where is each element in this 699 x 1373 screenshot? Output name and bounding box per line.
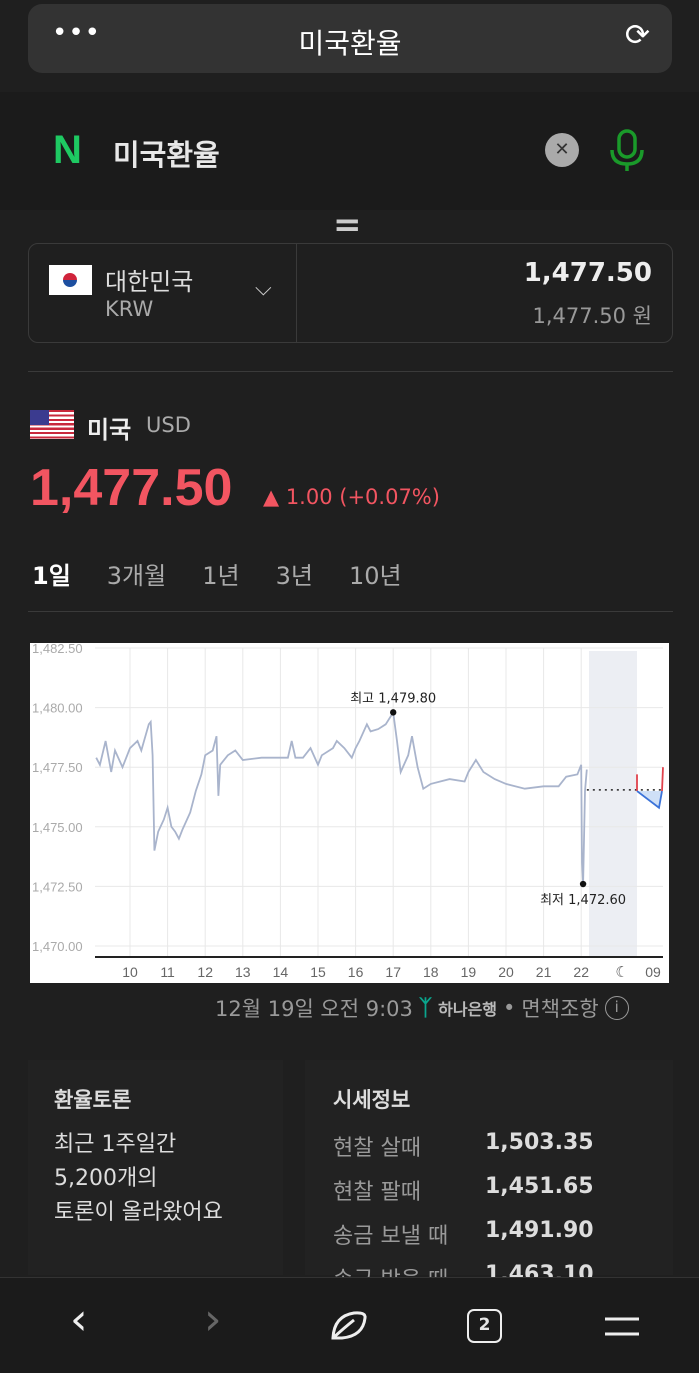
discussion-title: 환율토론 bbox=[54, 1088, 132, 1112]
separator: • bbox=[503, 996, 516, 1020]
x-tick-label: 20 bbox=[498, 964, 514, 980]
low-marker bbox=[579, 880, 587, 888]
page-title: 미국환율 bbox=[298, 27, 402, 60]
x-tick-label: 15 bbox=[310, 964, 326, 980]
y-tick-label: 1,477.50 bbox=[32, 760, 83, 775]
tab-3y[interactable]: 3년 bbox=[275, 562, 313, 590]
hana-bank-logo-icon: ᛉ bbox=[418, 995, 433, 1021]
market-row: 현찰 팔때 1,451.65 bbox=[333, 1174, 594, 1206]
y-tick-label: 1,472.50 bbox=[32, 879, 83, 894]
currency-name: 미국 bbox=[87, 416, 132, 444]
converter-input[interactable]: 1,477.50 bbox=[523, 258, 652, 288]
x-tick-label: 11 bbox=[160, 964, 175, 980]
currency-converter: 대한민국 KRW ⌵ 1,477.50 1,477.50 원 bbox=[28, 243, 673, 343]
next-day-up bbox=[661, 767, 664, 792]
row-value: 1,451.65 bbox=[485, 1174, 594, 1199]
x-tick-label: 22 bbox=[573, 964, 589, 980]
x-tick-label: 19 bbox=[461, 964, 477, 980]
close-icon[interactable]: ✕ bbox=[545, 133, 579, 167]
moon-icon: ☾ bbox=[615, 963, 628, 981]
divider bbox=[296, 244, 297, 342]
high-label: 최고 1,479.80 bbox=[350, 691, 436, 706]
x-tick-label: 21 bbox=[536, 964, 552, 980]
search-bar bbox=[0, 92, 699, 210]
search-input[interactable]: 미국환율 bbox=[113, 138, 220, 172]
x-tick-label: 09 bbox=[645, 964, 661, 980]
x-tick-label: 14 bbox=[273, 964, 289, 980]
night-band bbox=[589, 651, 637, 957]
divider bbox=[28, 611, 673, 612]
x-tick-label: 18 bbox=[423, 964, 439, 980]
equals-sign: = bbox=[333, 205, 362, 245]
reload-icon[interactable]: ⟳ bbox=[624, 18, 650, 53]
discussion-line: 5,200개의 bbox=[54, 1166, 158, 1191]
tab-1d[interactable]: 1일 bbox=[32, 562, 71, 590]
x-tick-label: 12 bbox=[197, 964, 213, 980]
divider bbox=[28, 371, 673, 372]
x-tick-label: 10 bbox=[122, 964, 138, 980]
low-label: 최저 1,472.60 bbox=[540, 893, 626, 908]
rate-line bbox=[95, 709, 588, 885]
tab-1y[interactable]: 1년 bbox=[202, 562, 240, 590]
url-bar[interactable]: ••• 미국환율 ⟳ bbox=[28, 4, 672, 73]
high-marker bbox=[390, 709, 397, 716]
microphone-icon[interactable] bbox=[608, 128, 646, 172]
bank-name: 하나은행 bbox=[438, 1000, 498, 1019]
market-info-card: 시세정보 현찰 살때 1,503.35 현찰 팔때 1,451.65 송금 보낼 때… bbox=[305, 1060, 673, 1293]
leaf-icon[interactable] bbox=[330, 1310, 368, 1342]
korea-flag-icon bbox=[49, 265, 92, 295]
back-button[interactable]: ‹ bbox=[70, 1294, 88, 1345]
forward-button[interactable]: › bbox=[204, 1294, 222, 1345]
naver-logo[interactable]: N bbox=[53, 128, 82, 172]
y-tick-label: 1,480.00 bbox=[32, 701, 83, 716]
market-row: 송금 보낼 때 1,491.90 bbox=[333, 1218, 594, 1250]
usa-flag-icon bbox=[30, 410, 74, 439]
row-value: 1,503.35 bbox=[485, 1130, 594, 1155]
rate-change: ▲ 1.00 (+0.07%) bbox=[263, 485, 440, 509]
source-line: 12월 19일 오전 9:03 ᛉ 하나은행 • 면책조항 i bbox=[215, 993, 629, 1023]
period-tabs: 1일 3개월 1년 3년 10년 bbox=[32, 556, 438, 591]
y-tick-label: 1,470.00 bbox=[32, 939, 83, 954]
more-dots-icon[interactable]: ••• bbox=[52, 18, 102, 48]
bottom-nav: ‹ › 2 bbox=[0, 1277, 699, 1373]
hamburger-icon[interactable] bbox=[605, 1316, 639, 1338]
exchange-rate-chart[interactable]: 1,482.50 1,480.00 1,477.50 1,475.00 1,472.50… bbox=[30, 643, 669, 983]
exchange-rate: 1,477.50 bbox=[30, 459, 233, 517]
discussion-card[interactable]: 환율토론 최근 1주일간 5,200개의 토론이 올라왔어요 bbox=[28, 1060, 283, 1275]
tab-3m[interactable]: 3개월 bbox=[106, 562, 167, 590]
info-icon[interactable]: i bbox=[604, 996, 629, 1020]
x-tick-label: 13 bbox=[235, 964, 251, 980]
row-label: 송금 보낼 때 bbox=[333, 1224, 449, 1249]
tabs-button[interactable]: 2 bbox=[467, 1309, 502, 1343]
row-label: 현찰 살때 bbox=[333, 1136, 421, 1161]
y-tick-label: 1,475.00 bbox=[32, 820, 83, 835]
chevron-down-icon[interactable]: ⌵ bbox=[255, 276, 272, 301]
currency-code: USD bbox=[146, 413, 191, 437]
converter-country[interactable]: 대한민국 bbox=[105, 268, 194, 296]
row-value: 1,491.90 bbox=[485, 1218, 594, 1243]
row-label: 현찰 팔때 bbox=[333, 1180, 421, 1205]
converter-value-won: 1,477.50 원 bbox=[532, 304, 652, 328]
timestamp: 12월 19일 오전 9:03 bbox=[215, 997, 413, 1021]
converter-code[interactable]: KRW bbox=[105, 297, 154, 321]
x-tick-label: 17 bbox=[385, 964, 401, 980]
tab-10y[interactable]: 10년 bbox=[348, 562, 402, 590]
market-row: 현찰 살때 1,503.35 bbox=[333, 1130, 594, 1162]
market-info-title: 시세정보 bbox=[333, 1088, 411, 1112]
disclaimer-link[interactable]: 면책조항 bbox=[521, 997, 599, 1021]
y-tick-label: 1,482.50 bbox=[32, 643, 83, 656]
next-day-down bbox=[636, 790, 663, 810]
x-tick-label: 16 bbox=[348, 964, 364, 980]
discussion-line: 최근 1주일간 bbox=[54, 1132, 177, 1157]
discussion-line: 토론이 올라왔어요 bbox=[54, 1200, 223, 1225]
